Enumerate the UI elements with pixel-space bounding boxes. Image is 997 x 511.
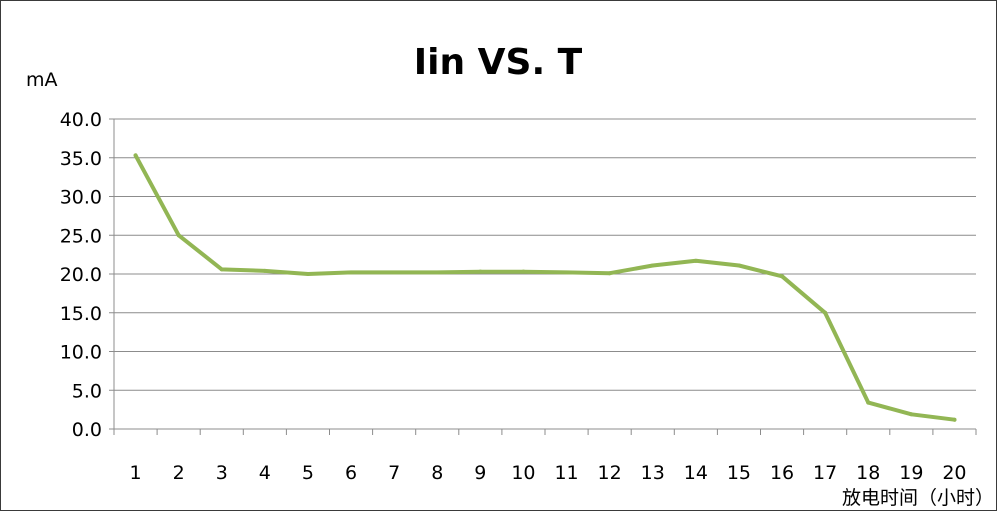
- x-tick-label: 2: [173, 462, 185, 484]
- x-tick-labels: 1 2 3 4 5 6 7 8 9 10 11 12 13 14 15 16 17 18 19 20: [130, 462, 967, 484]
- data-point: [435, 270, 440, 275]
- data-point: [780, 274, 785, 279]
- series: [133, 153, 957, 422]
- x-tick-label: 18: [856, 462, 880, 484]
- y-tick-label: 25.0: [60, 225, 102, 247]
- series-line: [133, 153, 957, 422]
- x-tick-label: 3: [216, 462, 228, 484]
- x-tick-label: 10: [511, 462, 535, 484]
- gridlines: [114, 118, 976, 391]
- data-point: [823, 310, 828, 315]
- data-point: [133, 153, 138, 158]
- data-point: [909, 412, 914, 417]
- data-point: [607, 271, 612, 276]
- data-point: [564, 270, 569, 275]
- x-axis-label: 放电时间（小时）: [842, 487, 994, 509]
- x-tick-label: 11: [554, 462, 578, 484]
- y-tick-label: 5.0: [72, 380, 102, 402]
- data-point: [693, 258, 698, 263]
- data-point: [176, 233, 181, 238]
- x-tick-label: 20: [942, 462, 966, 484]
- data-point: [952, 417, 957, 422]
- x-tick-label: 7: [388, 462, 400, 484]
- x-tick-label: 9: [474, 462, 486, 484]
- x-tick-label: 4: [259, 462, 271, 484]
- x-tick-label: 12: [598, 462, 622, 484]
- y-tick-label: 10.0: [60, 342, 102, 364]
- data-point: [392, 270, 397, 275]
- data-point: [478, 269, 483, 274]
- y-tick-label: 40.0: [60, 109, 102, 131]
- y-tick-label: 35.0: [60, 148, 102, 170]
- y-tick-label: 15.0: [60, 303, 102, 325]
- y-tick-labels: 0.0 5.0 10.0 15.0 20.0 25.0 30.0 35.0 40.0: [60, 109, 102, 441]
- x-tick-label: 14: [684, 462, 708, 484]
- data-point: [650, 263, 655, 268]
- data-point: [521, 269, 526, 274]
- y-tick-label: 30.0: [60, 187, 102, 209]
- data-point: [349, 270, 354, 275]
- data-point: [866, 400, 871, 405]
- y-tick-label: 20.0: [60, 264, 102, 286]
- data-point: [219, 267, 224, 272]
- x-tick-label: 6: [345, 462, 357, 484]
- y-axis-label: mA: [26, 69, 58, 91]
- x-tick-label: 8: [431, 462, 443, 484]
- axes: [109, 118, 977, 435]
- x-tick-label: 16: [770, 462, 794, 484]
- chart-title: Iin VS. T: [414, 42, 583, 83]
- x-tick-label: 13: [641, 462, 665, 484]
- y-tick-label: 0.0: [72, 419, 102, 441]
- data-point: [305, 272, 310, 276]
- x-tick-label: 19: [899, 462, 923, 484]
- x-tick-label: 5: [302, 462, 314, 484]
- x-tick-label: 17: [813, 462, 837, 484]
- x-tick-label: 15: [727, 462, 751, 484]
- data-point: [262, 268, 267, 273]
- x-tick-label: 1: [130, 462, 142, 484]
- data-point: [736, 263, 741, 268]
